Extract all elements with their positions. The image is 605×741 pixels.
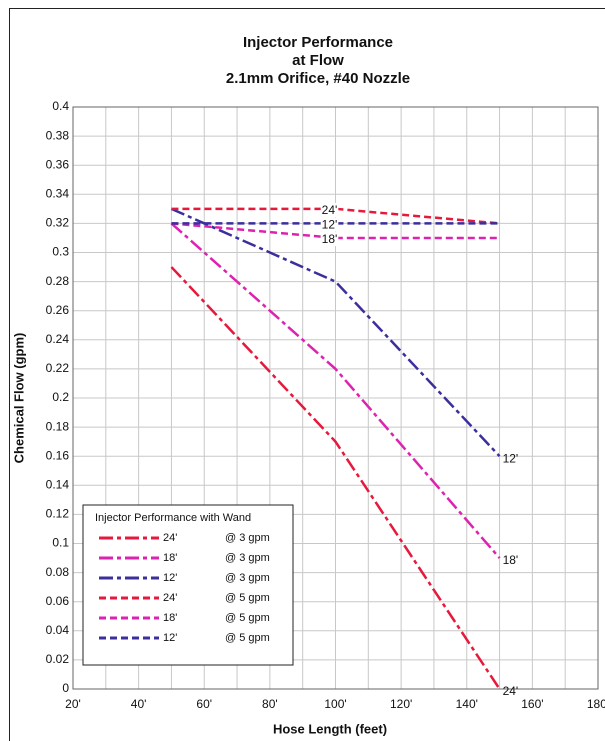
y-tick-label: 0.02: [46, 652, 70, 666]
x-tick-label: 20': [65, 697, 81, 711]
y-tick-label: 0.18: [46, 419, 70, 433]
plot-border: [72, 106, 599, 690]
y-tick-label: 0.3: [52, 245, 69, 259]
legend-flow: @ 3 gpm: [225, 552, 270, 564]
frame: [9, 8, 605, 741]
x-tick-label: 60': [196, 697, 212, 711]
legend-flow: @ 5 gpm: [225, 612, 270, 624]
y-tick-label: 0: [62, 681, 69, 695]
y-tick-label: 0.2: [52, 390, 69, 404]
label-bg: [320, 232, 339, 247]
legend-box: [82, 504, 294, 666]
y-tick-label: 0.06: [46, 594, 70, 608]
line-label: 18': [503, 553, 519, 567]
line-label: 12': [503, 451, 519, 465]
legend-label: 12': [163, 572, 177, 584]
y-tick-label: 0.36: [46, 157, 70, 171]
x-tick-label: 80': [262, 697, 278, 711]
legend-flow: @ 3 gpm: [225, 532, 270, 544]
legend-flow: @ 5 gpm: [225, 592, 270, 604]
line-label: 24': [503, 684, 519, 698]
y-tick-label: 0.12: [46, 507, 70, 521]
x-axis-label: Hose Length (feet): [273, 721, 387, 736]
series-line: [170, 266, 501, 690]
y-tick-label: 0.08: [46, 565, 70, 579]
x-tick-label: 160': [521, 697, 543, 711]
legend-label: 24': [163, 592, 177, 604]
y-tick-label: 0.16: [46, 448, 70, 462]
legend-label: 24': [163, 532, 177, 544]
y-tick-label: 0.04: [46, 623, 70, 637]
y-tick-label: 0.1: [52, 536, 69, 550]
y-tick-label: 0.24: [46, 332, 70, 346]
label-bg: [320, 217, 339, 232]
legend-flow: @ 5 gpm: [225, 632, 270, 644]
chart-title: at Flow: [292, 52, 344, 69]
chart-title: Injector Performance: [243, 34, 393, 51]
y-tick-label: 0.14: [46, 477, 70, 491]
legend-label: 12': [163, 632, 177, 644]
line-label: 12': [322, 218, 338, 232]
legend-label: 18': [163, 552, 177, 564]
y-tick-label: 0.22: [46, 361, 70, 375]
y-tick-label: 0.34: [46, 186, 70, 200]
line-label: 18': [322, 232, 338, 246]
y-axis-label: Chemical Flow (gpm): [11, 333, 26, 464]
x-tick-label: 100': [324, 697, 346, 711]
y-tick-label: 0.32: [46, 216, 70, 230]
x-tick-label: 40': [131, 697, 147, 711]
x-tick-label: 140': [456, 697, 478, 711]
legend-title: Injector Performance with Wand: [95, 512, 251, 524]
chart-title: 2.1mm Orifice, #40 Nozzle: [226, 70, 410, 87]
series-line: [170, 222, 501, 559]
legend-label: 18': [163, 612, 177, 624]
y-tick-label: 0.26: [46, 303, 70, 317]
label-bg: [320, 203, 339, 218]
line-label: 24': [322, 203, 338, 217]
legend-flow: @ 3 gpm: [225, 572, 270, 584]
x-tick-label: 120': [390, 697, 412, 711]
y-tick-label: 0.4: [52, 99, 69, 113]
series-line: [170, 207, 501, 458]
y-tick-label: 0.38: [46, 128, 70, 142]
x-tick-label: 180': [587, 697, 605, 711]
y-tick-label: 0.28: [46, 274, 70, 288]
